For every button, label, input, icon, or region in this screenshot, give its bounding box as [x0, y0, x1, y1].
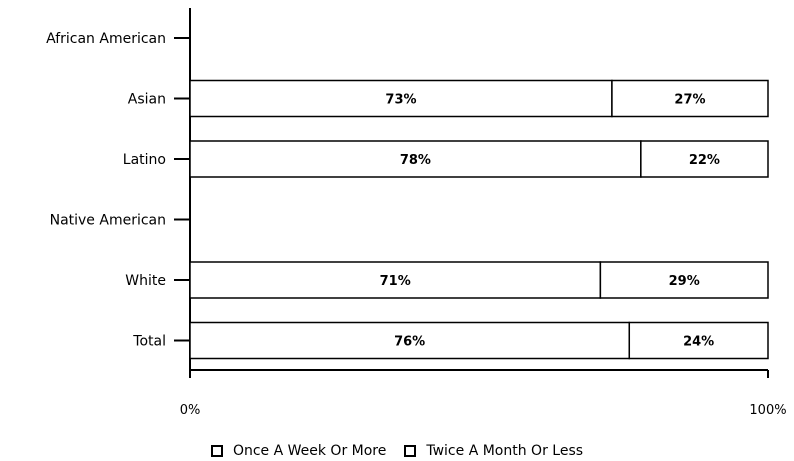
data-label-latino-series-1: 22%: [689, 153, 720, 168]
data-label-asian-series-1: 27%: [674, 93, 705, 108]
legend-label: Twice A Month Or Less: [426, 443, 584, 459]
legend-swatch-icon: [210, 445, 223, 457]
category-label-african-american: African American: [46, 31, 166, 47]
data-label-latino-series-0: 78%: [400, 153, 431, 168]
x-tick-label-0: 0%: [180, 403, 201, 418]
labels-layer: African American Asian 73% 27% Latino 78% 22% N…: [46, 31, 720, 350]
category-label-total: Total: [132, 334, 166, 350]
category-label-latino: Latino: [123, 152, 166, 168]
x-tick-label-100: 100%: [749, 403, 786, 418]
bars-layer: [189, 79, 769, 360]
data-label-white-series-1: 29%: [669, 274, 700, 289]
category-label-native-american: Native American: [50, 213, 166, 229]
data-label-asian-series-0: 73%: [385, 93, 416, 108]
bar-latino-series-1: [640, 140, 769, 178]
bar-latino-series-0: [189, 140, 642, 178]
legend-swatch-icon: [404, 445, 417, 457]
data-label-total-series-0: 76%: [394, 335, 425, 350]
legend-label: Once A Week Or More: [232, 443, 387, 459]
category-label-asian: Asian: [128, 92, 166, 108]
bar-white-series-1: [599, 261, 769, 299]
legend-item-twice: Twice A Month Or Less: [404, 442, 583, 460]
data-label-white-series-0: 71%: [380, 274, 411, 289]
bar-total-series-1: [628, 321, 769, 360]
legend: Once A Week Or More Twice A Month Or Les…: [0, 442, 794, 460]
bar-asian-series-0: [189, 79, 613, 118]
bar-asian-series-1: [611, 79, 769, 118]
legend-item-once: Once A Week Or More: [210, 442, 387, 460]
stacked-bar-chart: African American Asian 73% 27% Latino 78% 22% N…: [46, 8, 787, 418]
data-label-total-series-1: 24%: [683, 335, 714, 350]
category-label-white: White: [125, 273, 166, 289]
